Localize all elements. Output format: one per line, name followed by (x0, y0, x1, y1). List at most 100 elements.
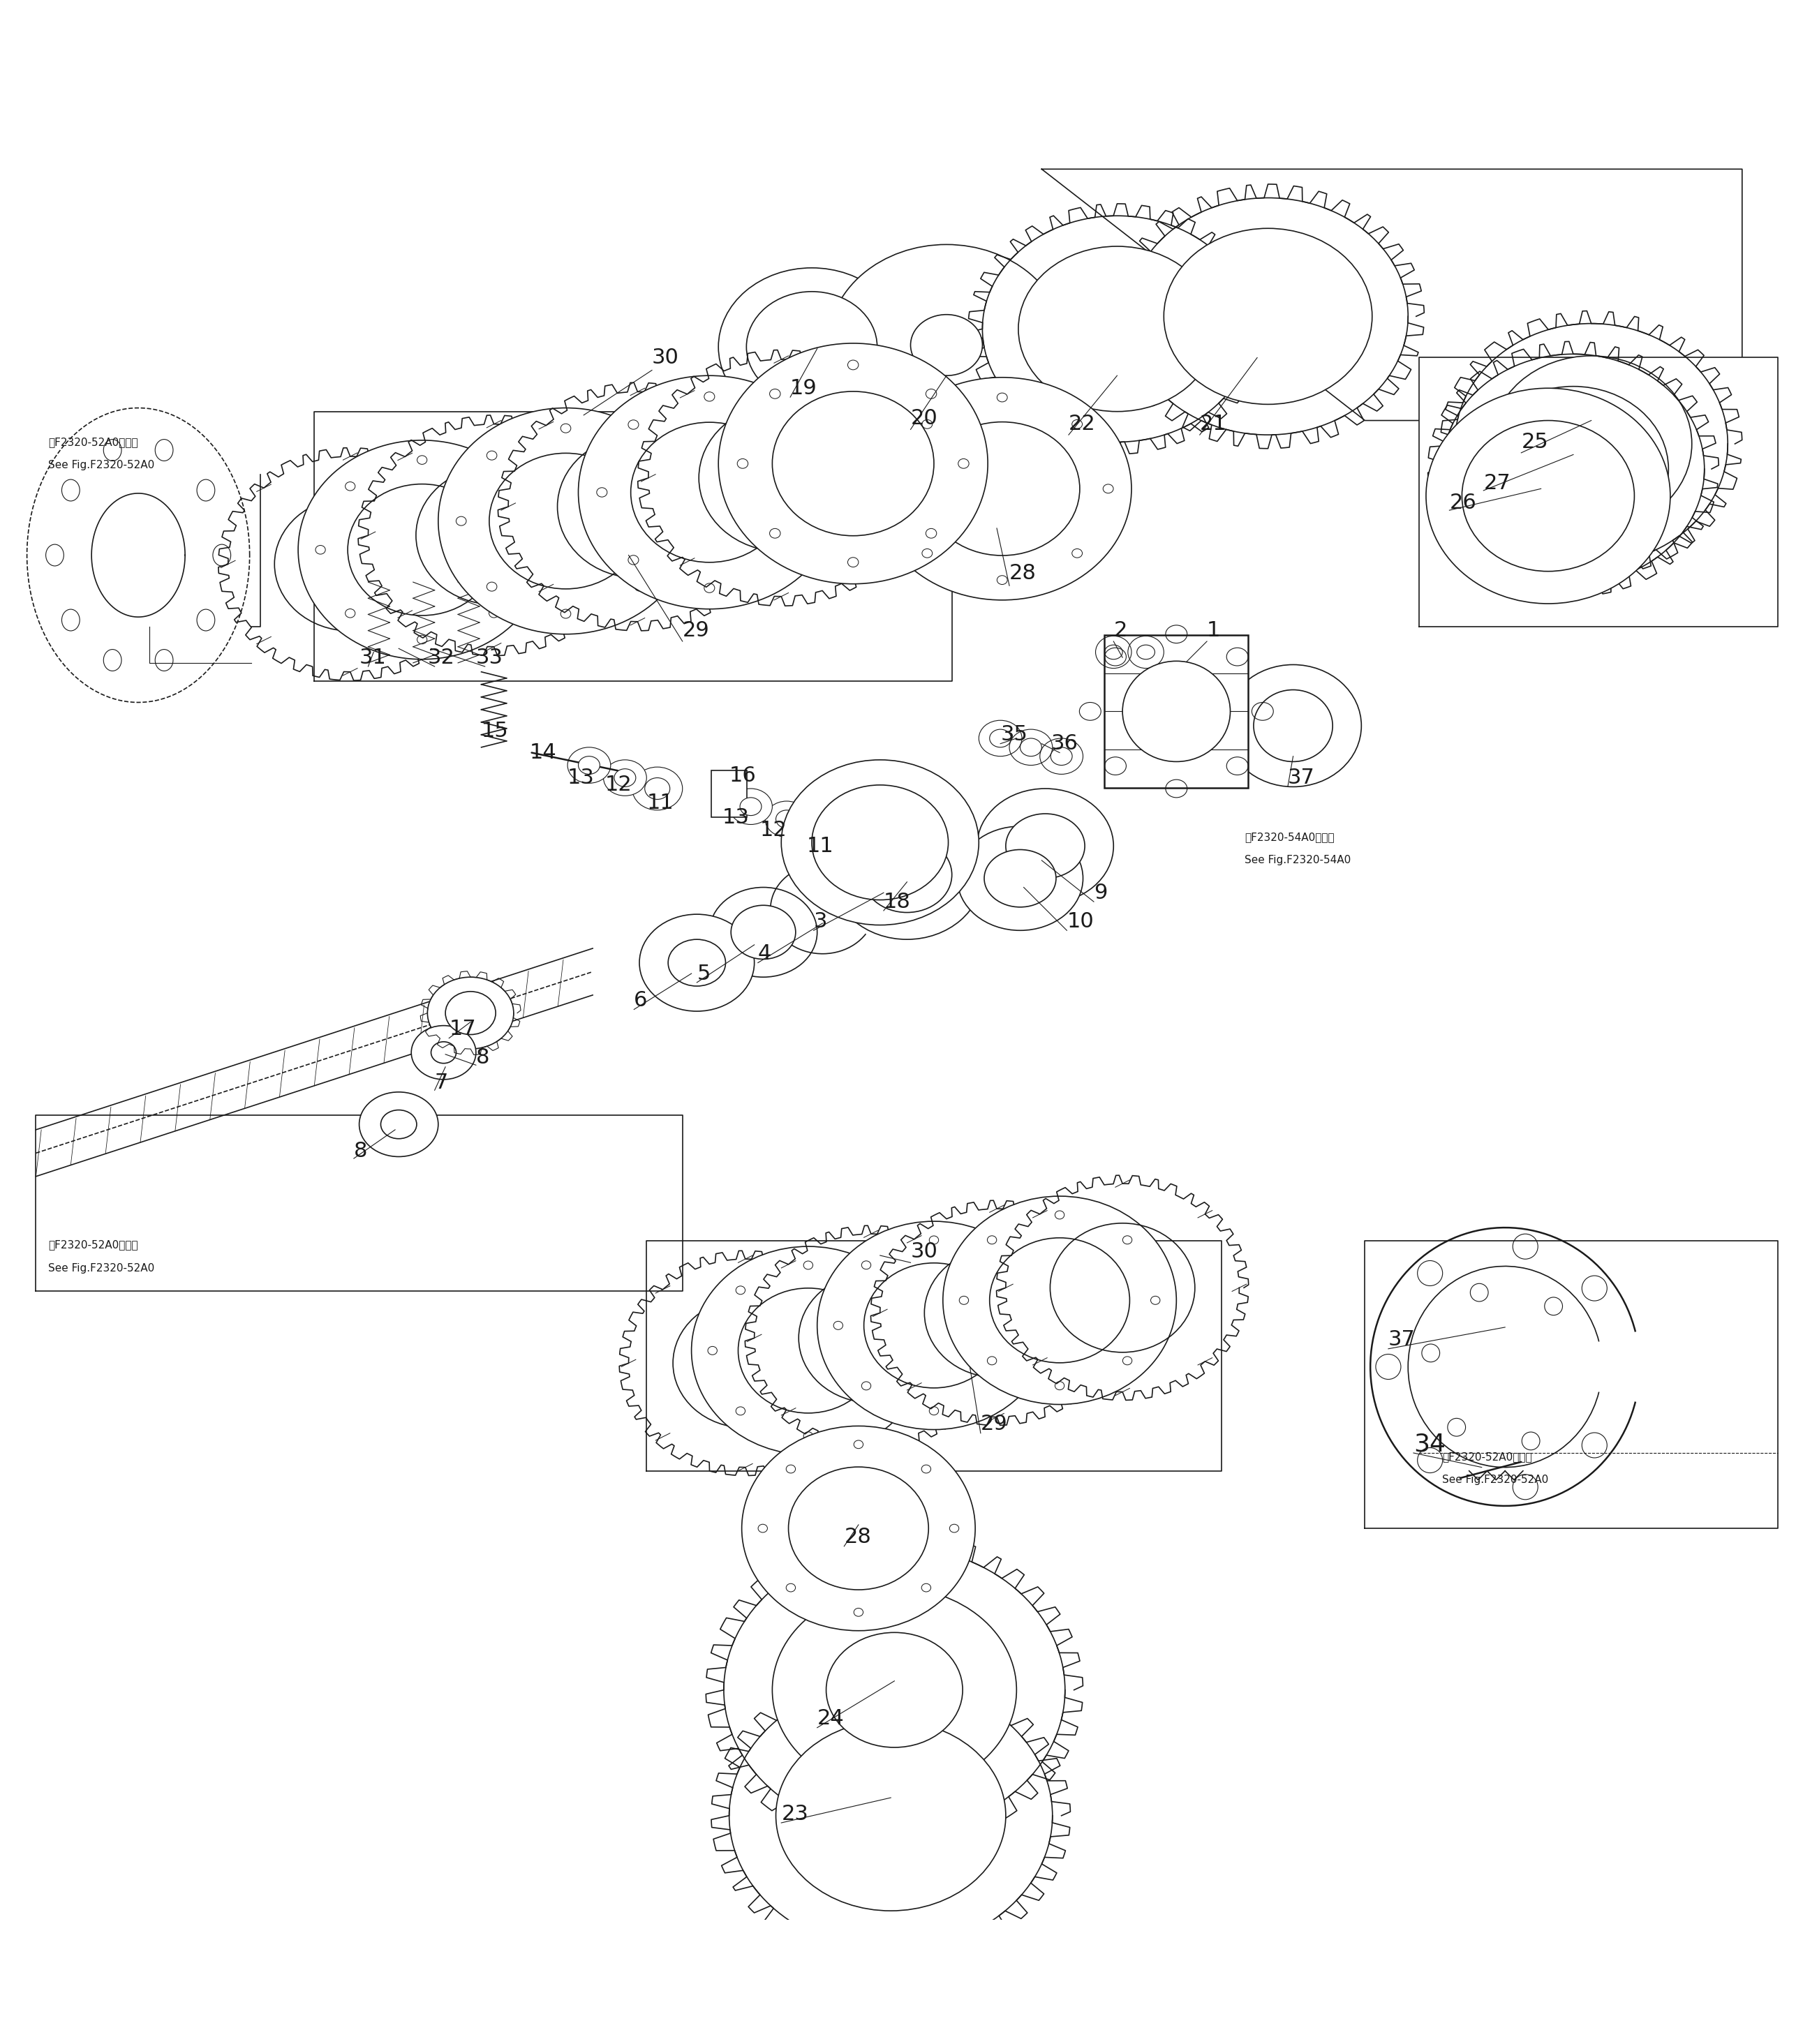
Ellipse shape (1006, 814, 1085, 879)
Ellipse shape (639, 914, 754, 1012)
Text: 36: 36 (1051, 734, 1078, 754)
Text: 1: 1 (1207, 621, 1221, 640)
Ellipse shape (427, 977, 514, 1049)
Ellipse shape (797, 809, 848, 852)
Text: 第F2320-52A0図参照: 第F2320-52A0図参照 (48, 437, 138, 448)
Polygon shape (1419, 358, 1778, 628)
Text: 25: 25 (1521, 431, 1548, 452)
Ellipse shape (578, 756, 600, 775)
Text: 24: 24 (817, 1709, 844, 1729)
Ellipse shape (864, 1263, 1004, 1388)
Text: 30: 30 (652, 347, 679, 368)
Text: 第F2320-52A0図参照: 第F2320-52A0図参照 (1442, 1451, 1532, 1461)
Ellipse shape (990, 1239, 1130, 1363)
Text: 13: 13 (722, 807, 749, 828)
Text: 31: 31 (359, 648, 386, 668)
Ellipse shape (776, 1721, 1006, 1911)
Ellipse shape (781, 760, 979, 926)
Ellipse shape (445, 991, 496, 1034)
Text: See Fig.F2320-52A0: See Fig.F2320-52A0 (1442, 1474, 1548, 1486)
Text: 32: 32 (427, 648, 454, 668)
Text: See Fig.F2320-54A0: See Fig.F2320-54A0 (1245, 854, 1351, 865)
Ellipse shape (614, 769, 636, 787)
Text: 8: 8 (476, 1049, 490, 1069)
Ellipse shape (742, 1427, 975, 1631)
Ellipse shape (359, 1091, 438, 1157)
Ellipse shape (718, 268, 905, 425)
Text: 10: 10 (1067, 912, 1094, 932)
Ellipse shape (645, 779, 670, 799)
Text: 29: 29 (682, 621, 709, 640)
Ellipse shape (1254, 689, 1333, 762)
Text: 29: 29 (981, 1414, 1008, 1435)
Ellipse shape (603, 760, 647, 795)
Ellipse shape (984, 850, 1056, 908)
Text: 6: 6 (634, 991, 648, 1010)
Ellipse shape (738, 1288, 878, 1412)
Text: 9: 9 (1094, 883, 1108, 903)
Text: 34: 34 (1413, 1433, 1446, 1455)
Text: 12: 12 (605, 775, 632, 795)
Ellipse shape (381, 1110, 417, 1139)
Ellipse shape (1478, 386, 1668, 552)
Ellipse shape (1491, 356, 1692, 531)
Ellipse shape (731, 905, 796, 959)
Bar (711, 771, 747, 818)
Ellipse shape (911, 315, 982, 376)
Ellipse shape (873, 378, 1131, 601)
Text: 16: 16 (729, 766, 756, 787)
Ellipse shape (568, 748, 611, 783)
Text: 4: 4 (758, 944, 772, 965)
Polygon shape (1365, 1241, 1778, 1529)
Ellipse shape (1225, 664, 1361, 787)
Text: 11: 11 (647, 793, 674, 814)
Ellipse shape (788, 1468, 929, 1590)
Ellipse shape (925, 421, 1079, 556)
Ellipse shape (812, 785, 948, 899)
Ellipse shape (630, 423, 788, 562)
Text: 第F2320-52A0図参照: 第F2320-52A0図参照 (48, 1239, 138, 1249)
Ellipse shape (438, 409, 693, 634)
Text: 20: 20 (911, 409, 938, 429)
Ellipse shape (776, 809, 797, 828)
Ellipse shape (832, 809, 982, 940)
Text: 12: 12 (760, 820, 787, 840)
Ellipse shape (298, 439, 546, 660)
Text: 3: 3 (814, 912, 828, 932)
Ellipse shape (431, 1042, 456, 1063)
Polygon shape (36, 1116, 682, 1292)
Text: 37: 37 (1288, 769, 1315, 787)
Text: 7: 7 (435, 1073, 449, 1094)
Ellipse shape (977, 789, 1114, 903)
Ellipse shape (957, 826, 1083, 930)
Ellipse shape (1426, 388, 1670, 603)
Text: 8: 8 (354, 1141, 368, 1161)
Text: 2: 2 (1114, 621, 1128, 640)
Text: See Fig.F2320-52A0: See Fig.F2320-52A0 (48, 460, 154, 470)
Text: 17: 17 (449, 1020, 476, 1038)
Ellipse shape (578, 376, 841, 609)
Text: 14: 14 (530, 742, 557, 762)
Text: 5: 5 (697, 963, 711, 983)
Ellipse shape (1122, 660, 1230, 762)
Ellipse shape (810, 822, 835, 842)
Text: 21: 21 (1200, 415, 1227, 433)
Ellipse shape (489, 454, 643, 589)
Ellipse shape (411, 1026, 476, 1079)
Text: 11: 11 (806, 836, 833, 856)
Ellipse shape (729, 789, 772, 824)
FancyBboxPatch shape (1105, 636, 1248, 787)
Text: 23: 23 (781, 1803, 808, 1823)
Ellipse shape (348, 484, 496, 615)
Text: 13: 13 (568, 769, 594, 787)
Text: 28: 28 (1009, 562, 1036, 583)
Text: 第F2320-54A0図参照: 第F2320-54A0図参照 (1245, 832, 1334, 842)
Text: 18: 18 (884, 891, 911, 912)
Ellipse shape (772, 1588, 1017, 1793)
Text: 15: 15 (481, 722, 508, 742)
Ellipse shape (740, 797, 762, 816)
Ellipse shape (765, 801, 808, 838)
Text: 27: 27 (1483, 474, 1510, 493)
Ellipse shape (718, 343, 988, 585)
Ellipse shape (668, 940, 726, 985)
